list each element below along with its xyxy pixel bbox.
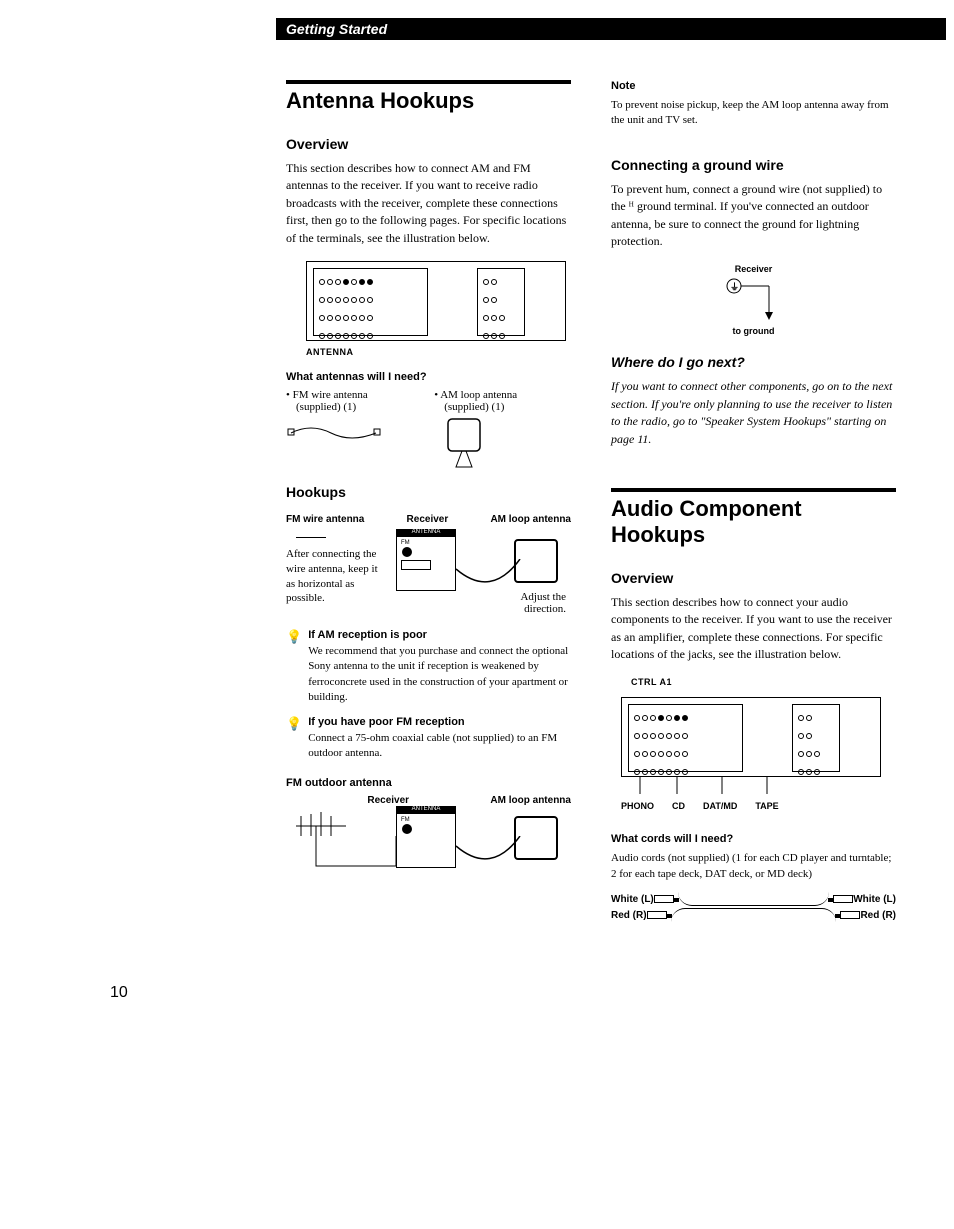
- section-title-antenna: Antenna Hookups: [286, 88, 571, 114]
- label-to-ground: to ground: [611, 326, 896, 336]
- overview-heading: Overview: [286, 136, 571, 152]
- ctrl-a1-label: CTRL A1: [631, 677, 896, 687]
- am-loop-sub: (supplied) (1): [434, 401, 571, 413]
- am-loop-item: AM loop antenna: [434, 389, 571, 401]
- antenna-items: FM wire antenna (supplied) (1) AM loop a…: [286, 389, 571, 476]
- lightbulb-icon: 💡: [286, 716, 302, 762]
- overview-body-2: This section describes how to connect yo…: [611, 594, 896, 664]
- fm-wire-icon: [286, 413, 386, 447]
- cord-red-row: Red (R) Red (R): [611, 908, 896, 922]
- header-bar: Getting Started: [276, 18, 946, 40]
- what-cords-body: Audio cords (not supplied) (1 for each C…: [611, 851, 896, 882]
- what-antennas-heading: What antennas will I need?: [286, 371, 571, 383]
- page-number: 10: [110, 984, 128, 1002]
- label-phono: PHONO: [621, 801, 654, 811]
- cord-white-row: White (L) White (L): [611, 892, 896, 906]
- section-rule-2: [611, 488, 896, 492]
- label-fm-wire: FM wire antenna: [286, 514, 364, 525]
- svg-text:⏚: ⏚: [730, 282, 739, 292]
- section-rule: [286, 80, 571, 84]
- ground-diagram: Receiver ⏚ to ground: [611, 264, 896, 336]
- receiver-rear-figure-2: [621, 697, 881, 777]
- tip-fm-title: If you have poor FM reception: [308, 716, 571, 728]
- label-cd: CD: [672, 801, 685, 811]
- ground-heading: Connecting a ground wire: [611, 157, 896, 173]
- fm-wire-sub: (supplied) (1): [286, 401, 423, 413]
- label-receiver: Receiver: [407, 514, 449, 525]
- right-column: Note To prevent noise pickup, keep the A…: [611, 80, 896, 922]
- am-loop-icon: [434, 413, 494, 473]
- receiver-rear-figure: [306, 261, 566, 341]
- tip-fm-body: Connect a 75-ohm coaxial cable (not supp…: [308, 731, 571, 762]
- ground-body: To prevent hum, connect a ground wire (n…: [611, 181, 896, 251]
- where-next-heading: Where do I go next?: [611, 354, 896, 370]
- note-heading: Note: [611, 80, 896, 92]
- hookup-figure-1: ANTENNA FM After connecting the wire ant…: [286, 529, 566, 619]
- label-am-loop: AM loop antenna: [490, 514, 571, 525]
- label-receiver-2: Receiver: [367, 795, 409, 806]
- what-cords-heading: What cords will I need?: [611, 833, 896, 845]
- hookup-figure-2: ANTENNA FM: [286, 806, 566, 886]
- label-am-loop-2: AM loop antenna: [490, 795, 571, 806]
- label-datmd: DAT/MD: [703, 801, 737, 811]
- where-next-body: If you want to connect other components,…: [611, 378, 896, 448]
- tip-am-title: If AM reception is poor: [308, 629, 571, 641]
- fm-outdoor-heading: FM outdoor antenna: [286, 777, 571, 789]
- after-connecting-note: After connecting the wire antenna, keep …: [286, 547, 386, 606]
- note-body: To prevent noise pickup, keep the AM loo…: [611, 98, 896, 129]
- overview-body: This section describes how to connect AM…: [286, 160, 571, 247]
- lightbulb-icon: 💡: [286, 629, 302, 706]
- label-receiver-3: Receiver: [611, 264, 896, 274]
- left-column: Antenna Hookups Overview This section de…: [286, 80, 571, 922]
- label-tape: TAPE: [755, 801, 778, 811]
- adjust-direction-note: Adjust the direction.: [486, 591, 566, 615]
- tip-am-body: We recommend that you purchase and conne…: [308, 644, 571, 706]
- overview-heading-2: Overview: [611, 570, 896, 586]
- fm-wire-item: FM wire antenna: [286, 389, 423, 401]
- section-title-audio: Audio Component Hookups: [611, 496, 896, 548]
- hookups-heading: Hookups: [286, 484, 571, 500]
